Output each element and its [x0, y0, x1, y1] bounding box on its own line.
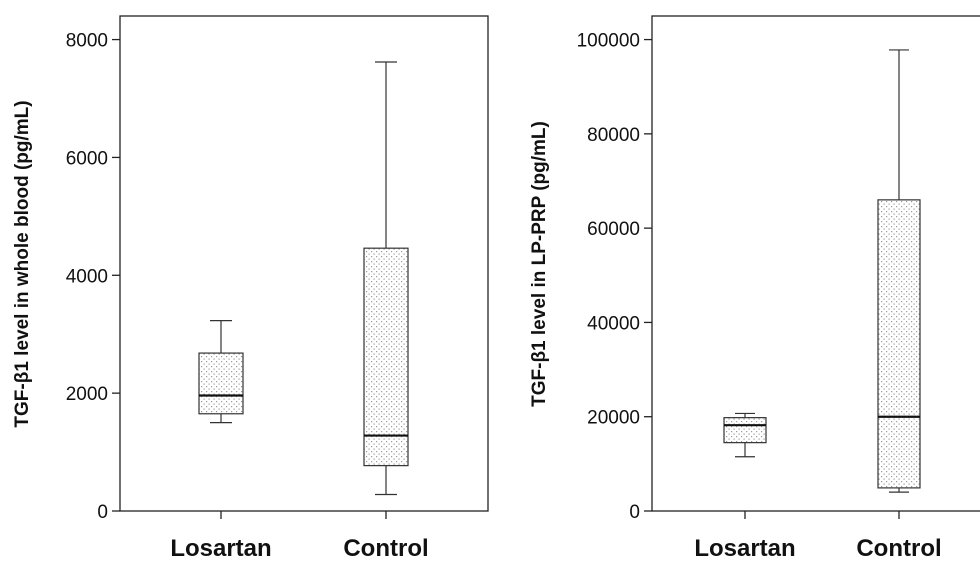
box-control [363, 61, 409, 496]
boxes [198, 61, 409, 496]
box-losartan [198, 320, 244, 424]
y-tick-label: 60000 [587, 219, 640, 240]
box-iqr [363, 247, 409, 467]
y-tick-label: 4000 [66, 266, 108, 287]
y-axis: 0 20000 40000 60000 80000 100000 [577, 31, 652, 523]
box-iqr [723, 417, 767, 444]
y-tick-label: 2000 [66, 384, 108, 405]
x-category-label: Losartan [170, 535, 271, 561]
y-axis: 0 2000 4000 6000 8000 [66, 31, 120, 523]
y-tick-label: 6000 [66, 148, 108, 169]
y-tick-label: 40000 [587, 313, 640, 334]
box-control [877, 49, 921, 493]
y-tick-label: 100000 [577, 31, 640, 52]
plot-frame [119, 15, 489, 512]
y-tick-label: 8000 [66, 31, 108, 52]
box-iqr [877, 199, 921, 489]
boxes [723, 49, 921, 493]
y-tick-label: 80000 [587, 125, 640, 146]
x-axis: Losartan Control [170, 511, 429, 561]
x-category-label: Losartan [694, 535, 795, 561]
x-category-label: Control [343, 535, 428, 561]
x-axis: Losartan Control [694, 511, 942, 561]
y-axis-title: TGF-β1 level in LP-PRP (pg/mL) [529, 121, 550, 407]
y-axis-title: TGF-β1 level in whole blood (pg/mL) [12, 100, 33, 427]
chart-panel-lp-prp: 0 20000 40000 60000 80000 100000 Losartan Cont… [529, 15, 980, 561]
x-category-label: Control [856, 535, 941, 561]
chart-panel-whole-blood: 0 2000 4000 6000 8000 Losartan Control TGF-β1… [12, 15, 489, 561]
box-losartan [723, 412, 767, 458]
y-tick-label: 20000 [587, 408, 640, 429]
y-tick-label: 0 [97, 502, 108, 523]
plot-frame [651, 15, 980, 512]
y-tick-label: 0 [629, 502, 640, 523]
box-iqr [198, 352, 244, 415]
